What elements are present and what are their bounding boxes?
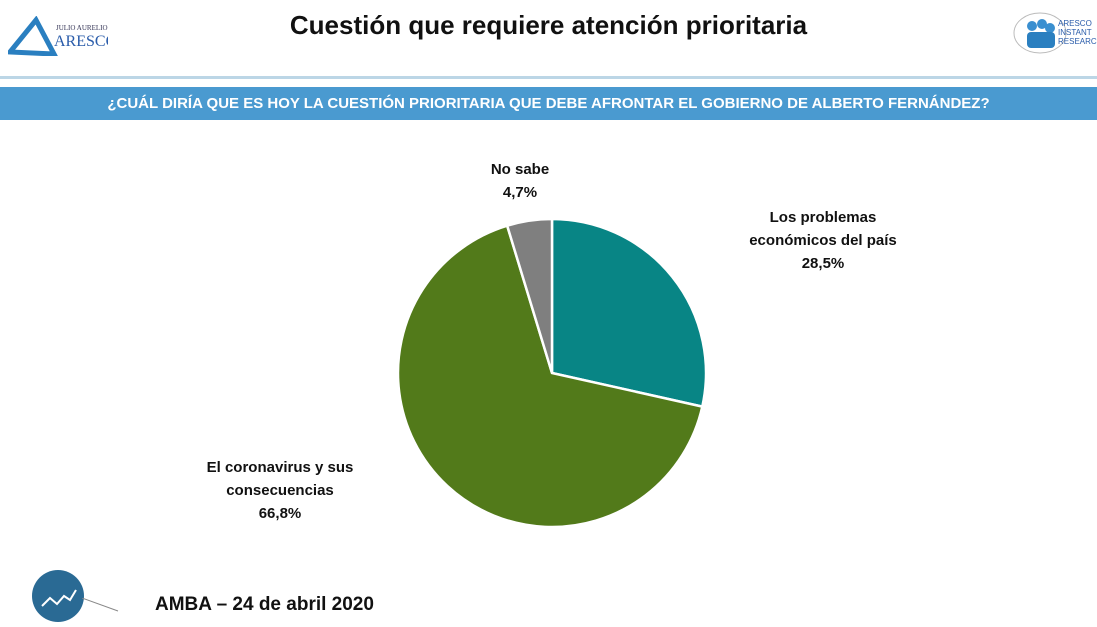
pie-slice-2 [505, 217, 554, 374]
divider [0, 76, 1097, 79]
trend-icon [32, 570, 84, 622]
slice-value: 66,8% [258, 505, 302, 522]
question-banner: ¿CUÁL DIRÍA QUE ES HOY LA CUESTIÓN PRIOR… [0, 87, 1097, 120]
slice-label: No sabe [490, 161, 550, 178]
label-coronavirus: El coronavirus y sus consecuencias 66,8% [190, 456, 370, 525]
label-no-sabe: No sabe 4,7% [450, 158, 590, 204]
logo-aresco: JULIO AURELIO ARESCO [4, 15, 117, 57]
footer-date: AMBA – 24 de abril 2020 [155, 594, 374, 615]
svg-text:ARESCO: ARESCO [54, 33, 108, 50]
svg-text:ARESCO: ARESCO [1058, 19, 1092, 28]
logo-aresco-instant-research: ARESCOINSTANTRESEARCH [1012, 8, 1097, 58]
pie-chart [396, 217, 708, 529]
slice-value: 28,5% [801, 255, 845, 272]
svg-text:JULIO AURELIO: JULIO AURELIO [56, 24, 108, 32]
pie-slice-1 [396, 224, 704, 529]
label-economicos: Los problemas económicos del país 28,5% [703, 206, 943, 275]
page-title: Cuestión que requiere atención prioritar… [289, 10, 808, 40]
slice-label: El coronavirus y sus consecuencias [206, 459, 354, 499]
slice-label: Los problemas económicos del país [749, 209, 897, 249]
slice-value: 4,7% [502, 184, 538, 201]
svg-text:RESEARCH: RESEARCH [1058, 37, 1097, 46]
svg-text:INSTANT: INSTANT [1058, 28, 1092, 37]
connector-line [82, 598, 119, 612]
pie-slice-0 [550, 217, 708, 409]
